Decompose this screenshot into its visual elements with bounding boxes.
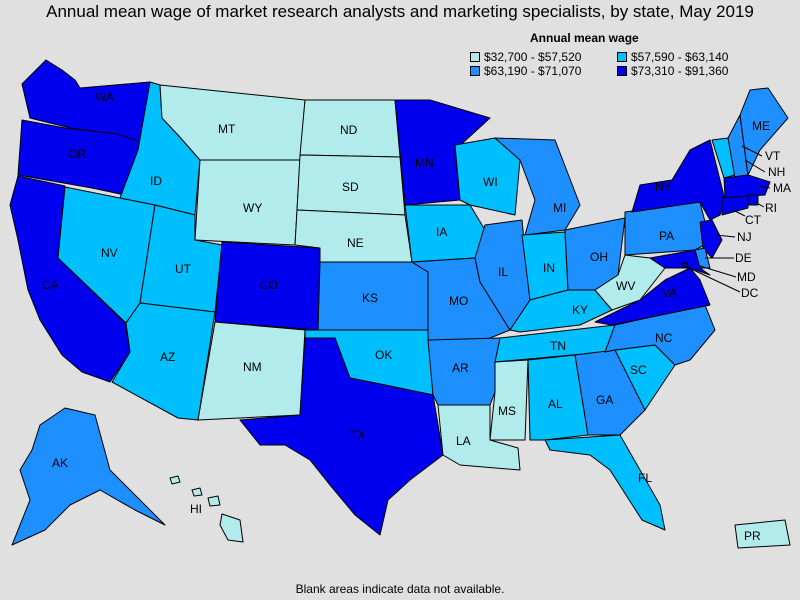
label-nv: NV <box>101 246 118 260</box>
label-la: LA <box>456 434 471 448</box>
legend-label-2: $57,590 - $63,140 <box>631 50 729 64</box>
state-tx[interactable] <box>239 337 444 536</box>
label-nd: ND <box>340 123 358 137</box>
legend-swatch-3 <box>470 66 480 76</box>
leader-nj <box>715 234 736 238</box>
leader-ri <box>754 201 765 208</box>
state-fl[interactable] <box>544 434 666 531</box>
map-title: Annual mean wage of market research anal… <box>46 2 754 21</box>
legend-label-1: $32,700 - $57,520 <box>484 50 582 64</box>
state-mi[interactable] <box>494 137 581 236</box>
label-nh: NH <box>768 165 785 179</box>
leader-ma <box>759 185 771 189</box>
state-hi-island-1[interactable] <box>169 475 181 485</box>
state-ak[interactable] <box>11 407 166 546</box>
label-mo: MO <box>449 294 468 308</box>
label-tx: TX <box>350 428 365 442</box>
leader-md <box>699 265 737 278</box>
state-la[interactable] <box>437 404 521 471</box>
label-md: MD <box>737 270 756 284</box>
label-wa: WA <box>95 90 114 104</box>
label-me: ME <box>752 119 770 133</box>
label-or: OR <box>68 147 86 161</box>
label-mn: MN <box>415 156 434 170</box>
legend-title: Annual mean wage <box>530 31 639 45</box>
label-ga: GA <box>596 393 613 407</box>
label-ok: OK <box>375 348 392 362</box>
state-hi-island-4[interactable] <box>219 513 244 543</box>
label-wy: WY <box>243 201 262 215</box>
label-nj: NJ <box>737 230 752 244</box>
state-md[interactable] <box>649 249 711 276</box>
label-ak: AK <box>52 456 68 470</box>
label-tn: TN <box>550 339 566 353</box>
label-ma: MA <box>773 181 791 195</box>
leader-dc <box>684 265 741 293</box>
state-ms[interactable] <box>489 359 529 441</box>
label-nc: NC <box>655 331 673 345</box>
leader-nh <box>744 159 766 173</box>
label-va: VA <box>662 286 677 300</box>
legend-label-4: $73,310 - $91,360 <box>631 64 729 78</box>
label-ia: IA <box>436 225 447 239</box>
label-co: CO <box>260 278 278 292</box>
label-al: AL <box>548 397 563 411</box>
legend-swatch-2 <box>617 52 627 62</box>
legend-swatch-1 <box>470 52 480 62</box>
state-va[interactable] <box>594 267 711 326</box>
label-nm: NM <box>243 360 262 374</box>
label-id: ID <box>150 174 162 188</box>
state-az[interactable] <box>111 302 216 421</box>
label-in: IN <box>543 261 555 275</box>
leader-vt <box>741 145 763 157</box>
label-ny: NY <box>655 180 672 194</box>
label-mi: MI <box>553 201 566 215</box>
label-fl: FL <box>638 471 652 485</box>
label-ri: RI <box>765 201 777 215</box>
label-ar: AR <box>452 361 469 375</box>
label-ne: NE <box>347 236 364 250</box>
label-az: AZ <box>160 350 175 364</box>
label-oh: OH <box>590 250 608 264</box>
label-pr: PR <box>744 529 761 543</box>
label-ca: CA <box>42 278 59 292</box>
label-sc: SC <box>630 363 647 377</box>
label-ky: KY <box>572 303 588 317</box>
state-hi-island-2[interactable] <box>191 487 203 497</box>
label-wv: WV <box>616 279 635 293</box>
label-hi: HI <box>190 502 202 516</box>
label-wi: WI <box>483 175 498 189</box>
label-sd: SD <box>342 180 359 194</box>
label-ms: MS <box>498 404 516 418</box>
leader-ct <box>732 209 746 217</box>
label-ut: UT <box>175 262 192 276</box>
label-vt: VT <box>765 149 781 163</box>
label-pa: PA <box>659 229 674 243</box>
state-ma[interactable] <box>723 174 771 199</box>
state-pr[interactable] <box>734 519 791 549</box>
label-de: DE <box>735 251 752 265</box>
footnote: Blank areas indicate data not available. <box>295 582 505 596</box>
label-dc: DC <box>741 286 759 300</box>
state-ct[interactable] <box>721 195 749 216</box>
legend-label-3: $63,190 - $71,070 <box>484 64 582 78</box>
label-ct: CT <box>745 213 762 227</box>
legend-swatch-4 <box>617 66 627 76</box>
state-ri[interactable] <box>747 194 759 206</box>
label-il: IL <box>498 265 508 279</box>
label-ks: KS <box>362 291 378 305</box>
state-al[interactable] <box>527 354 589 441</box>
state-hi-island-3[interactable] <box>207 495 221 507</box>
label-mt: MT <box>218 122 236 136</box>
